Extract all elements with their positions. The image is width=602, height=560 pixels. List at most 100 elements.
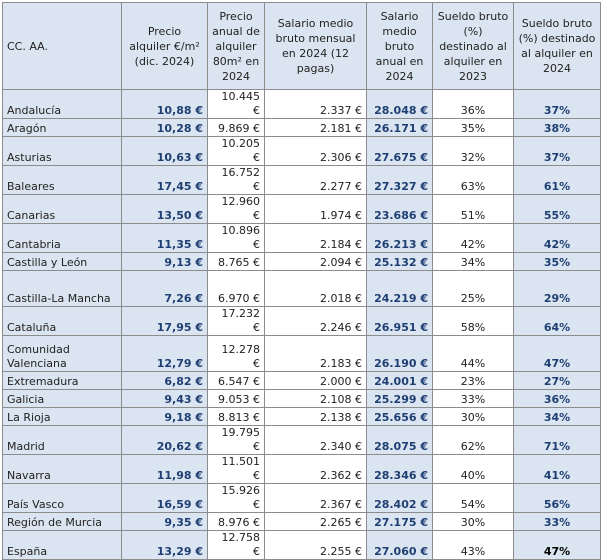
value-cell: 8.976 € [207, 512, 265, 531]
value-cell: 6,82 € [121, 371, 208, 390]
value-cell: 61% [513, 165, 601, 195]
value-cell: 2.340 € [264, 425, 367, 455]
table-row: Aragón 10,28 €9.869 €2.181 €26.171 €35% 38… [2, 118, 601, 137]
value-cell: 28.048 € [366, 89, 433, 119]
value-cell: 71% [513, 425, 601, 455]
value-cell: 42% [432, 223, 514, 253]
value-cell: 63% [432, 165, 514, 195]
value-cell: 2.108 € [264, 389, 367, 408]
value-cell: 9.053 € [207, 389, 265, 408]
value-cell: 40% [432, 454, 514, 484]
value-cell: 2.246 € [264, 306, 367, 336]
value-cell: 15.926 € [207, 483, 265, 513]
value-cell: 62% [432, 425, 514, 455]
value-cell: 13,29 € [121, 530, 208, 560]
value-cell: 26.213 € [366, 223, 433, 253]
value-cell: 33% [513, 512, 601, 531]
header-row: CC. AA. Precio alquiler €/m² (dic. 2024) P… [2, 2, 601, 90]
value-cell: 25.132 € [366, 252, 433, 271]
region-cell: Navarra [2, 454, 122, 484]
value-cell: 43% [432, 530, 514, 560]
value-cell: 11,35 € [121, 223, 208, 253]
value-cell: 2.362 € [264, 454, 367, 484]
value-cell: 32% [432, 136, 514, 166]
value-cell: 34% [432, 252, 514, 271]
table-row: Castilla-La Mancha 7,26 €6.970 €2.018 €24… [2, 270, 601, 307]
table-row: La Rioja 9,18 €8.813 €2.138 €25.656 €30% 3… [2, 407, 601, 426]
value-cell: 27.060 € [366, 530, 433, 560]
value-cell: 55% [513, 194, 601, 224]
value-cell: 2.018 € [264, 270, 367, 307]
value-cell: 9,18 € [121, 407, 208, 426]
value-cell: 2.367 € [264, 483, 367, 513]
header-cell: Precio anual de alquiler 80m² en 2024 [207, 2, 265, 90]
table-row: Región de Murcia 9,35 €8.976 €2.265 €27.1… [2, 512, 601, 531]
value-cell: 12.278 € [207, 335, 265, 372]
value-cell: 38% [513, 118, 601, 137]
table-row: Cantabria 11,35 €10.896 €2.184 €26.213 €4… [2, 223, 601, 253]
value-cell: 16,59 € [121, 483, 208, 513]
header-cell: Salario medio bruto anual en 2024 [366, 2, 433, 90]
value-cell: 34% [513, 407, 601, 426]
value-cell: 24.219 € [366, 270, 433, 307]
region-cell: Baleares [2, 165, 122, 195]
value-cell: 27.175 € [366, 512, 433, 531]
value-cell: 2.183 € [264, 335, 367, 372]
table-row: Baleares 17,45 €16.752 €2.277 €27.327 €63… [2, 165, 601, 195]
table-row: Castilla y León 9,13 €8.765 €2.094 €25.13… [2, 252, 601, 271]
table-row: Madrid 20,62 €19.795 €2.340 €28.075 €62% 7… [2, 425, 601, 455]
value-cell: 41% [513, 454, 601, 484]
value-cell: 1.974 € [264, 194, 367, 224]
value-cell: 26.951 € [366, 306, 433, 336]
region-cell: España [2, 530, 122, 560]
region-cell: País Vasco [2, 483, 122, 513]
value-cell: 9.869 € [207, 118, 265, 137]
value-cell: 28.402 € [366, 483, 433, 513]
value-cell: 56% [513, 483, 601, 513]
region-cell: Cantabria [2, 223, 122, 253]
table-row: Cataluña 17,95 €17.232 €2.246 €26.951 €58… [2, 306, 601, 336]
value-cell: 37% [513, 136, 601, 166]
region-cell: Región de Murcia [2, 512, 122, 531]
region-cell: Madrid [2, 425, 122, 455]
value-cell: 11,98 € [121, 454, 208, 484]
table-row: País Vasco 16,59 €15.926 €2.367 €28.402 €… [2, 483, 601, 513]
value-cell: 9,13 € [121, 252, 208, 271]
value-cell: 2.255 € [264, 530, 367, 560]
value-cell: 6.547 € [207, 371, 265, 390]
value-cell: 10.205 € [207, 136, 265, 166]
value-cell: 2.184 € [264, 223, 367, 253]
value-cell: 33% [432, 389, 514, 408]
value-cell: 35% [513, 252, 601, 271]
region-cell: La Rioja [2, 407, 122, 426]
header-cell: Salario medio bruto mensual en 2024 (12 … [264, 2, 367, 90]
value-cell: 12.960 € [207, 194, 265, 224]
value-cell: 26.171 € [366, 118, 433, 137]
value-cell: 24.001 € [366, 371, 433, 390]
table-row: Comunidad Valenciana 12,79 €12.278 €2.183… [2, 335, 601, 372]
value-cell: 51% [432, 194, 514, 224]
value-cell: 36% [432, 89, 514, 119]
value-cell: 25.299 € [366, 389, 433, 408]
value-cell: 10,63 € [121, 136, 208, 166]
region-cell: Cataluña [2, 306, 122, 336]
value-cell: 27.327 € [366, 165, 433, 195]
value-cell: 12,79 € [121, 335, 208, 372]
table-row: Andalucía 10,88 €10.445 €2.337 €28.048 €3… [2, 89, 601, 119]
value-cell: 17,45 € [121, 165, 208, 195]
table-row: Galicia 9,43 €9.053 €2.108 €25.299 €33% 36… [2, 389, 601, 408]
value-cell: 25.656 € [366, 407, 433, 426]
value-cell: 26.190 € [366, 335, 433, 372]
table-row: Extremadura 6,82 €6.547 €2.000 €24.001 €2… [2, 371, 601, 390]
value-cell: 10.445 € [207, 89, 265, 119]
region-cell: Canarias [2, 194, 122, 224]
header-cell: CC. AA. [2, 2, 122, 90]
region-cell: Castilla-La Mancha [2, 270, 122, 307]
value-cell: 17,95 € [121, 306, 208, 336]
header-cell: Sueldo bruto (%) destinado al alquiler e… [513, 2, 601, 90]
value-cell: 2.306 € [264, 136, 367, 166]
value-cell: 36% [513, 389, 601, 408]
table-row: Asturias 10,63 €10.205 €2.306 €27.675 €32… [2, 136, 601, 166]
